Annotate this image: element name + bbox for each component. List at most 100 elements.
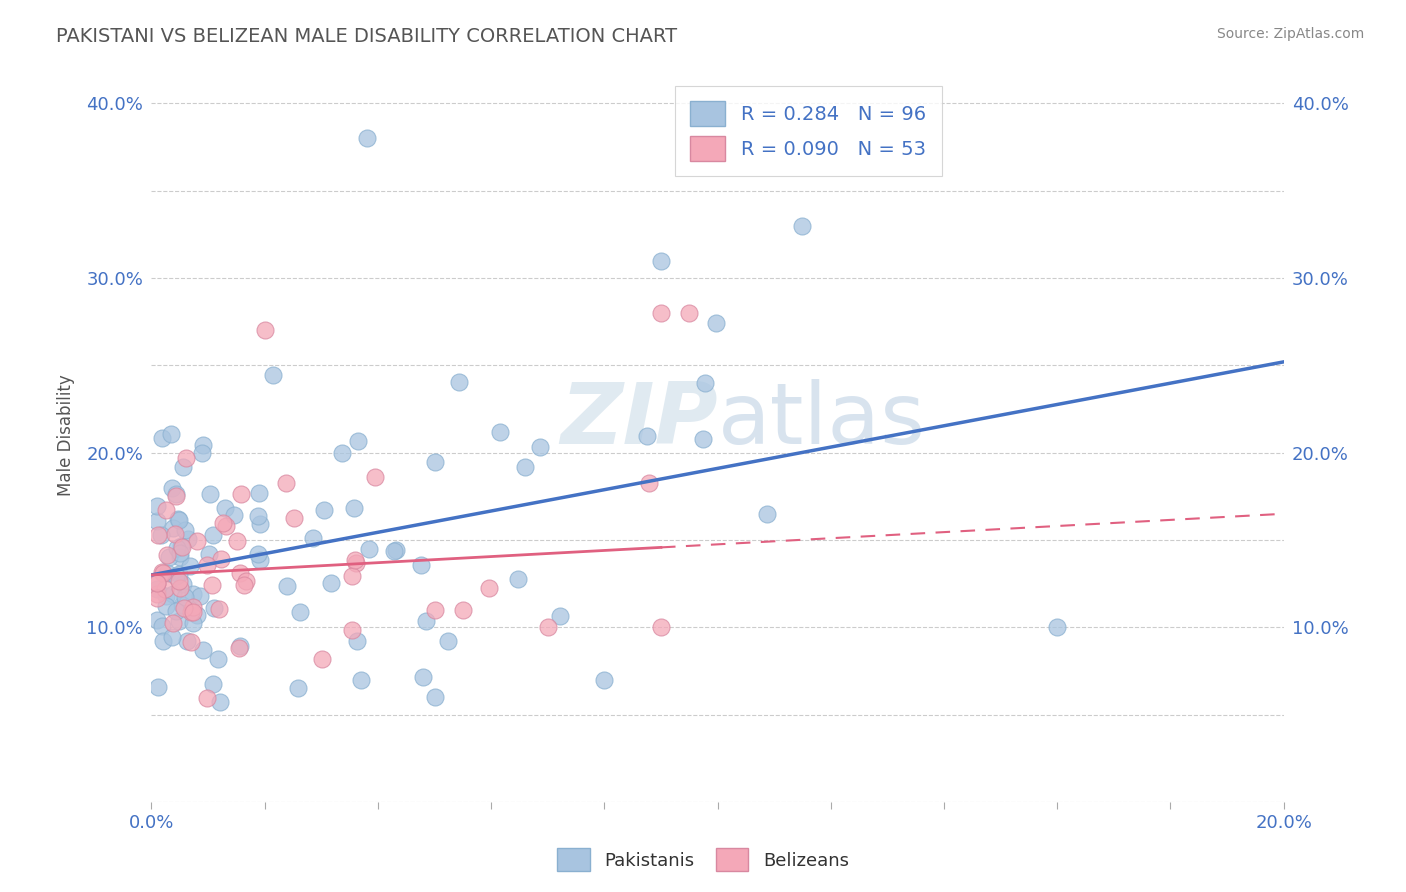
Point bbox=[155, 589, 177, 603]
Point bbox=[173, 601, 195, 615]
Point bbox=[593, 673, 616, 687]
Point bbox=[155, 599, 177, 613]
Point bbox=[229, 566, 252, 581]
Point bbox=[152, 566, 174, 580]
Point bbox=[155, 502, 177, 516]
Point bbox=[198, 486, 221, 500]
Point bbox=[212, 516, 235, 531]
Point bbox=[146, 680, 169, 694]
Point bbox=[162, 615, 184, 630]
Point bbox=[678, 306, 700, 320]
Point bbox=[165, 489, 187, 503]
Point bbox=[344, 556, 367, 570]
Point bbox=[180, 635, 202, 649]
Point bbox=[319, 575, 342, 590]
Point bbox=[276, 579, 298, 593]
Point bbox=[385, 543, 408, 558]
Point bbox=[188, 590, 211, 604]
Point bbox=[160, 481, 183, 495]
Point bbox=[146, 499, 169, 513]
Point bbox=[208, 602, 231, 616]
Point bbox=[249, 553, 271, 567]
Point bbox=[170, 598, 193, 612]
Point bbox=[302, 531, 325, 545]
Point bbox=[423, 690, 446, 705]
Point bbox=[287, 681, 309, 696]
Point bbox=[276, 475, 298, 490]
Point bbox=[174, 524, 197, 538]
Point bbox=[349, 673, 371, 687]
Point bbox=[181, 587, 204, 601]
Point bbox=[172, 577, 194, 591]
Point bbox=[537, 620, 560, 634]
Point bbox=[146, 514, 169, 528]
Point bbox=[174, 450, 197, 465]
Point bbox=[165, 604, 187, 618]
Point bbox=[214, 501, 236, 516]
Point bbox=[650, 253, 672, 268]
Point bbox=[169, 513, 191, 527]
Point bbox=[288, 605, 311, 619]
Point bbox=[165, 569, 187, 583]
Point bbox=[186, 533, 208, 548]
Point bbox=[222, 508, 245, 522]
Point bbox=[382, 544, 405, 558]
Point bbox=[215, 518, 238, 533]
Point bbox=[176, 532, 198, 546]
Point bbox=[343, 553, 366, 567]
Point bbox=[162, 631, 184, 645]
Point bbox=[704, 316, 727, 330]
Point bbox=[364, 470, 387, 484]
Point bbox=[146, 587, 169, 601]
Point bbox=[166, 541, 188, 555]
Point bbox=[180, 605, 202, 619]
Point bbox=[247, 486, 270, 500]
Point bbox=[262, 368, 284, 382]
Point bbox=[181, 600, 204, 615]
Point bbox=[207, 652, 229, 666]
Point bbox=[190, 446, 212, 460]
Point bbox=[247, 508, 270, 523]
Point bbox=[150, 619, 173, 633]
Point bbox=[163, 527, 186, 541]
Point bbox=[636, 429, 658, 443]
Point bbox=[233, 578, 256, 592]
Point bbox=[228, 640, 250, 654]
Point bbox=[169, 574, 191, 588]
Point bbox=[165, 487, 187, 501]
Point bbox=[409, 558, 432, 572]
Point bbox=[515, 460, 537, 475]
Point bbox=[195, 690, 218, 705]
Point bbox=[169, 546, 191, 560]
Point bbox=[150, 431, 173, 445]
Point bbox=[311, 651, 333, 665]
Point bbox=[172, 460, 194, 475]
Point bbox=[166, 511, 188, 525]
Point bbox=[451, 603, 474, 617]
Point bbox=[209, 695, 232, 709]
Point bbox=[235, 574, 257, 588]
Legend: R = 0.284   N = 96, R = 0.090   N = 53: R = 0.284 N = 96, R = 0.090 N = 53 bbox=[675, 86, 942, 177]
Point bbox=[283, 511, 305, 525]
Point bbox=[529, 440, 551, 454]
Point bbox=[176, 633, 198, 648]
Point bbox=[1046, 620, 1069, 634]
Point bbox=[423, 603, 446, 617]
Text: atlas: atlas bbox=[717, 379, 925, 462]
Point bbox=[792, 219, 814, 233]
Text: Source: ZipAtlas.com: Source: ZipAtlas.com bbox=[1216, 27, 1364, 41]
Point bbox=[226, 534, 249, 549]
Point bbox=[146, 576, 169, 591]
Point bbox=[650, 620, 672, 634]
Point bbox=[340, 623, 363, 637]
Point bbox=[412, 670, 434, 684]
Text: PAKISTANI VS BELIZEAN MALE DISABILITY CORRELATION CHART: PAKISTANI VS BELIZEAN MALE DISABILITY CO… bbox=[56, 27, 678, 45]
Point bbox=[156, 548, 179, 562]
Point bbox=[169, 582, 191, 596]
Point bbox=[423, 455, 446, 469]
Point bbox=[340, 569, 363, 583]
Point bbox=[488, 425, 510, 440]
Point bbox=[181, 605, 204, 619]
Point bbox=[249, 516, 271, 531]
Point bbox=[228, 640, 250, 655]
